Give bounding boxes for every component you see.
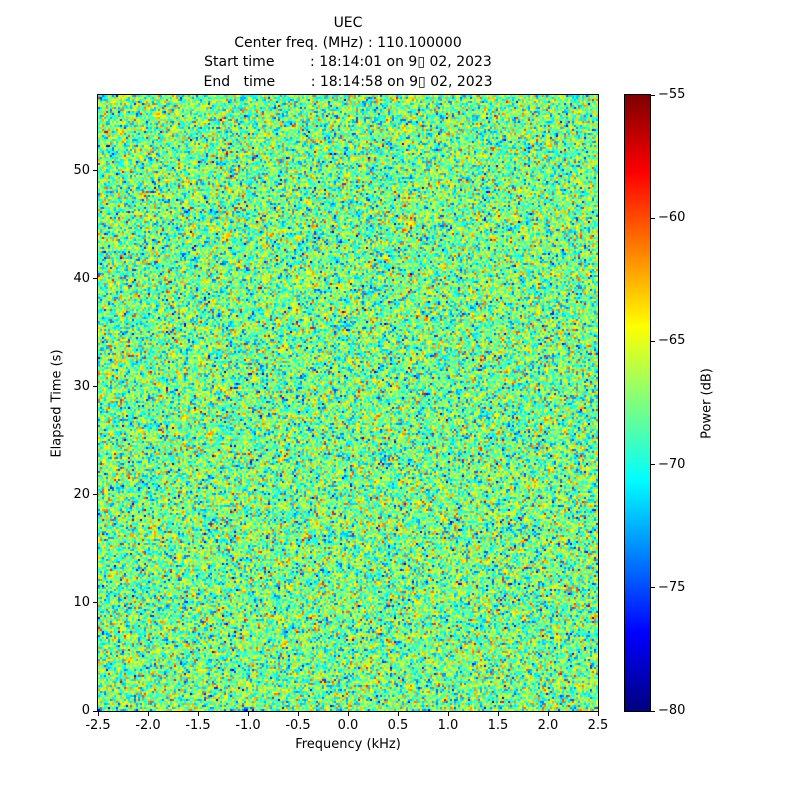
x-tick-mark [147, 712, 149, 716]
y-tick-label: 30 [73, 378, 90, 394]
end-time-line: End time : 18:14:58 on 9▯ 02, 2023 [203, 73, 493, 90]
colorbar-tick-mark [651, 217, 655, 219]
x-tick-mark [247, 712, 249, 716]
x-tick-mark [397, 712, 399, 716]
y-tick-mark [93, 710, 97, 712]
colorbar-label: Power (dB) [699, 368, 715, 439]
colorbar-tick-label: −55 [658, 87, 686, 102]
x-tick-label: 1.0 [437, 718, 459, 733]
x-tick-mark [297, 712, 299, 716]
colorbar-tick-mark [651, 340, 655, 342]
y-tick-label: 20 [73, 486, 90, 502]
title-block: UEC Center freq. (MHz) : 110.100000 Star… [98, 14, 598, 92]
y-tick-label: 10 [73, 594, 90, 610]
colorbar-gradient [625, 95, 650, 711]
spectrogram-heatmap [98, 95, 598, 711]
colorbar-tick-mark [651, 464, 655, 466]
x-tick-mark [97, 712, 99, 716]
x-tick-label: -1.0 [235, 718, 261, 733]
chart-title: UEC [333, 15, 363, 31]
y-tick-mark [93, 494, 97, 496]
colorbar-tick-label: −70 [658, 456, 686, 472]
x-tick-label: 2.0 [537, 718, 559, 733]
colorbar-tick-mark [651, 710, 655, 712]
y-tick-label: 50 [73, 162, 90, 178]
y-tick-mark [93, 278, 97, 280]
x-tick-label: 1.5 [487, 718, 509, 733]
plot-area [97, 94, 599, 712]
x-tick-label: -1.5 [185, 718, 211, 733]
colorbar-tick-label: −60 [658, 210, 686, 226]
x-axis-label: Frequency (kHz) [295, 737, 401, 752]
start-time-line: Start time : 18:14:01 on 9▯ 02, 2023 [204, 54, 492, 70]
x-tick-mark [597, 712, 599, 716]
colorbar-tick-label: −80 [658, 703, 686, 718]
x-tick-mark [547, 712, 549, 716]
x-tick-mark [447, 712, 449, 716]
y-tick-mark [93, 170, 97, 172]
y-tick-label: 40 [73, 270, 90, 286]
colorbar [624, 94, 651, 712]
x-tick-label: 2.5 [587, 718, 609, 733]
x-tick-mark [347, 712, 349, 716]
colorbar-tick-label: −75 [658, 579, 686, 595]
y-tick-mark [93, 602, 97, 604]
x-tick-label: -0.5 [285, 718, 311, 733]
x-tick-label: 0.5 [387, 718, 409, 733]
colorbar-tick-mark [651, 587, 655, 589]
x-tick-label: -2.5 [85, 718, 111, 733]
x-tick-mark [197, 712, 199, 716]
x-tick-label: 0.0 [337, 718, 359, 733]
colorbar-tick-mark [651, 94, 655, 96]
y-tick-mark [93, 386, 97, 388]
colorbar-tick-label: −65 [658, 333, 686, 349]
x-tick-mark [497, 712, 499, 716]
y-tick-label: 0 [81, 703, 90, 718]
center-freq-line: Center freq. (MHz) : 110.100000 [234, 34, 462, 51]
x-tick-label: -2.0 [135, 718, 161, 733]
y-axis-label: Elapsed Time (s) [49, 349, 65, 458]
